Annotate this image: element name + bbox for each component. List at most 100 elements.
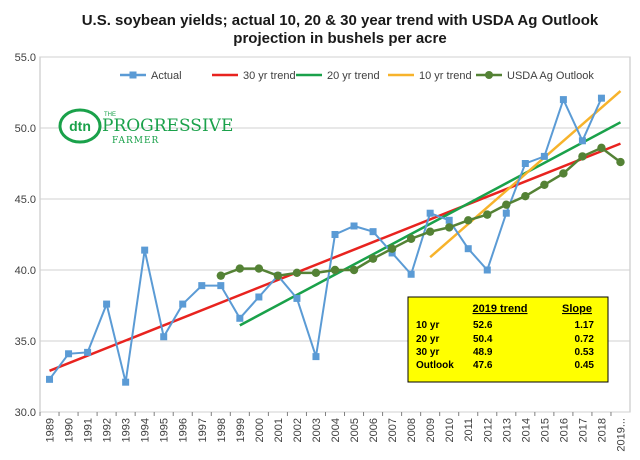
chart-title-line2: projection in bushels per acre [233,30,446,47]
x-tick-label: 1991 [83,418,95,442]
trend-table-row-slope: 0.45 [575,360,595,371]
legend-usda-ag-outlook-marker [485,71,493,79]
y-tick-label: 40.0 [15,265,36,277]
legend-30-yr-trend-label: 30 yr trend [243,70,296,82]
x-tick-label: 2019... [615,418,627,452]
actual-point [141,246,149,254]
x-tick-label: 1998 [216,418,228,442]
x-tick-label: 1989 [45,418,57,442]
actual-point [464,245,472,253]
actual-point [84,348,92,356]
actual-point [445,216,453,224]
actual-point [331,231,339,238]
trend-table-box [407,296,609,383]
usda-ag-outlook-point [406,234,416,243]
x-tick-label: 2000 [254,418,266,442]
x-tick-label: 2013 [501,418,513,442]
usda-ag-outlook-point [216,271,226,280]
usda-ag-outlook-point [540,180,549,189]
30-yr-trend-line [49,142,621,372]
x-tick-label: 2004 [330,418,342,442]
y-tick-label: 45.0 [15,194,36,206]
usda-ag-outlook-point [235,264,245,273]
logo-prefix: THE [104,112,116,118]
actual-point [293,294,301,302]
actual-point [179,300,187,308]
usda-ag-outlook-point [387,244,397,253]
actual-point [521,160,529,167]
x-tick-label: 2006 [368,418,380,442]
trend-table-row-label: Outlook [416,360,454,371]
trend-table-header-trend: 2019 trend [472,303,527,315]
actual-point [198,282,206,290]
usda-ag-outlook-point [292,268,302,278]
y-tick-label: 55.0 [15,52,36,64]
actual-point [65,350,73,358]
trend-table-row-label: 10 yr [416,320,439,331]
actual-point [388,249,396,257]
actual-point [236,314,244,322]
actual-point [103,300,111,308]
actual-point [255,293,263,301]
x-tick-label: 2015 [539,418,551,442]
actual-point [350,222,358,230]
legend-actual-marker [129,71,137,79]
x-tick-label: 2005 [349,418,361,442]
x-tick-label: 1992 [102,418,114,442]
x-tick-label: 2011 [463,418,475,442]
legend: Actual 30 yr trend 20 yr trend 10 yr trend U… [120,70,594,82]
trend-table-header-slope: Slope [562,303,592,315]
x-tick-label: 2016 [558,418,570,442]
trend-table-row-slope: 1.17 [575,320,595,331]
legend-10-yr-trend-label: 10 yr trend [419,70,472,82]
x-tick-label: 2009 [425,418,437,442]
actual-point [540,152,548,160]
x-tick-label: 1994 [140,418,152,442]
legend-usda-ag-outlook-label: USDA Ag Outlook [507,70,594,82]
usda-ag-outlook-point [578,152,587,161]
usda-ag-outlook-point [273,271,283,280]
usda-ag-outlook-point [330,265,340,275]
usda-ag-outlook-point [349,265,359,275]
actual-point [407,270,415,278]
x-tick-label: 2010 [444,418,456,442]
usda-ag-outlook-point [559,169,568,178]
chart-title-line1: U.S. soybean yields; actual 10, 20 & 30 … [82,12,599,29]
actual-point [426,209,434,217]
dtn-badge-ring [58,108,102,144]
y-tick-label: 50.0 [15,123,36,135]
actual-point [578,137,586,145]
actual-point [369,228,377,236]
actual-point [502,209,510,217]
actual-point [122,378,130,386]
usda-ag-outlook-point [425,227,435,236]
y-tick-label: 30.0 [15,407,36,419]
usda-ag-outlook-point [444,223,454,232]
x-tick-label: 2001 [273,418,285,442]
x-tick-label: 1997 [197,418,209,442]
usda-ag-outlook-point [521,191,530,201]
x-tick-label: 1996 [178,418,190,442]
logo-text-line1: PROGRESSIVE [102,116,233,136]
trend-table-row-label: 20 yr [416,334,439,345]
x-tick-label: 1995 [159,418,171,442]
trend-table-row-trend: 50.4 [473,334,493,345]
trend-table-row-slope: 0.72 [575,334,595,345]
x-tick-label: 2018 [596,418,608,442]
actual-point [597,94,605,102]
x-tick-label: 1999 [235,418,247,442]
usda-ag-outlook-point [483,210,492,219]
legend-actual-label: Actual [151,70,182,82]
usda-ag-outlook-point [254,264,264,273]
trend-table: 2019 trend Slope 10 yr 52.6 1.17 20 yr 5… [407,296,609,383]
usda-ag-outlook-point [368,254,378,263]
logo-text-line2: FARMER [112,136,159,146]
actual-point [217,282,225,290]
trend-table-row-trend: 48.9 [473,347,493,358]
10-yr-trend-line [429,90,622,259]
series [46,90,625,386]
x-tick-label: 1990 [64,418,76,442]
usda-ag-outlook-point [597,143,606,153]
